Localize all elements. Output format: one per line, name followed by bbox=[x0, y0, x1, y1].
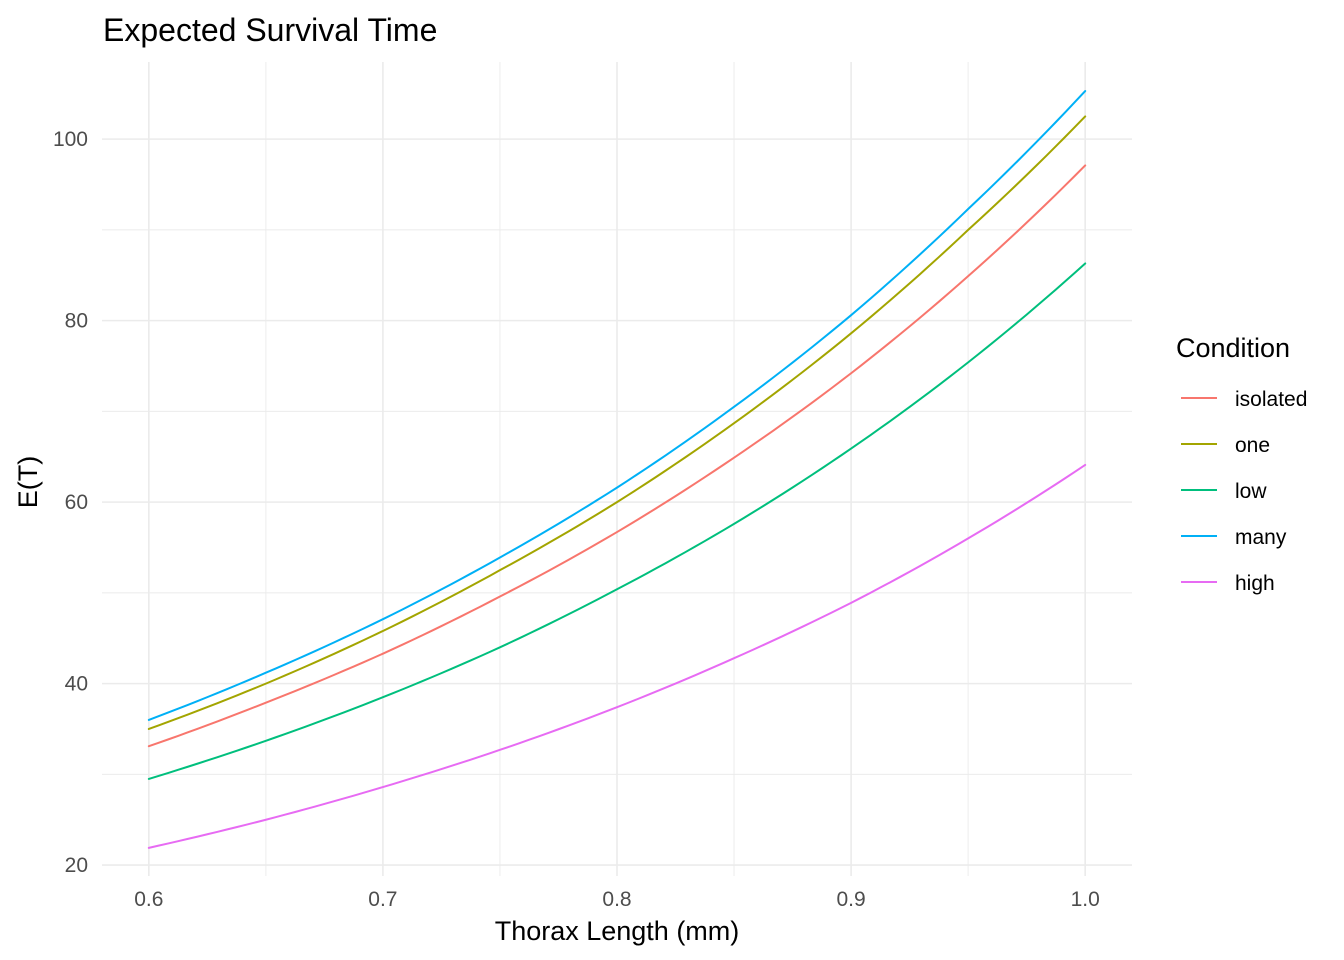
legend-title: Condition bbox=[1176, 333, 1290, 363]
series-line-many bbox=[147, 90, 1087, 721]
series-line-low bbox=[147, 262, 1087, 780]
series-line-isolated bbox=[147, 164, 1087, 748]
chart-title: Expected Survival Time bbox=[103, 12, 437, 48]
grid bbox=[102, 62, 1132, 876]
legend-item-high: high bbox=[1181, 572, 1275, 595]
legend-label: high bbox=[1235, 572, 1275, 595]
series-line-one bbox=[147, 115, 1087, 730]
y-axis-title: E(T) bbox=[13, 456, 43, 508]
x-tick-label: 1.0 bbox=[1071, 888, 1100, 911]
x-axis-title: Thorax Length (mm) bbox=[495, 916, 740, 946]
series-layer bbox=[147, 90, 1087, 849]
y-tick-label: 60 bbox=[65, 491, 88, 514]
legend-label: many bbox=[1235, 526, 1287, 549]
series-line-high bbox=[147, 463, 1087, 849]
y-axis-ticks: 20 40 60 80 100 bbox=[53, 128, 88, 877]
legend-label: low bbox=[1235, 480, 1267, 503]
x-tick-label: 0.6 bbox=[134, 888, 163, 911]
legend-items: isolated one low many high bbox=[1181, 388, 1307, 595]
legend-item-many: many bbox=[1181, 526, 1287, 549]
y-tick-label: 40 bbox=[65, 673, 88, 696]
legend-item-one: one bbox=[1181, 434, 1270, 457]
legend-label: one bbox=[1235, 434, 1270, 457]
legend-item-low: low bbox=[1181, 480, 1267, 503]
legend-item-isolated: isolated bbox=[1181, 388, 1307, 411]
y-tick-label: 80 bbox=[65, 310, 88, 333]
legend-label: isolated bbox=[1235, 388, 1307, 411]
x-tick-label: 0.9 bbox=[836, 888, 865, 911]
x-tick-label: 0.8 bbox=[602, 888, 631, 911]
x-axis-ticks: 0.6 0.7 0.8 0.9 1.0 bbox=[134, 888, 1100, 911]
legend: Condition isolated one low many high bbox=[1176, 333, 1307, 595]
y-tick-label: 100 bbox=[53, 128, 88, 151]
y-tick-label: 20 bbox=[65, 854, 88, 877]
x-tick-label: 0.7 bbox=[368, 888, 397, 911]
